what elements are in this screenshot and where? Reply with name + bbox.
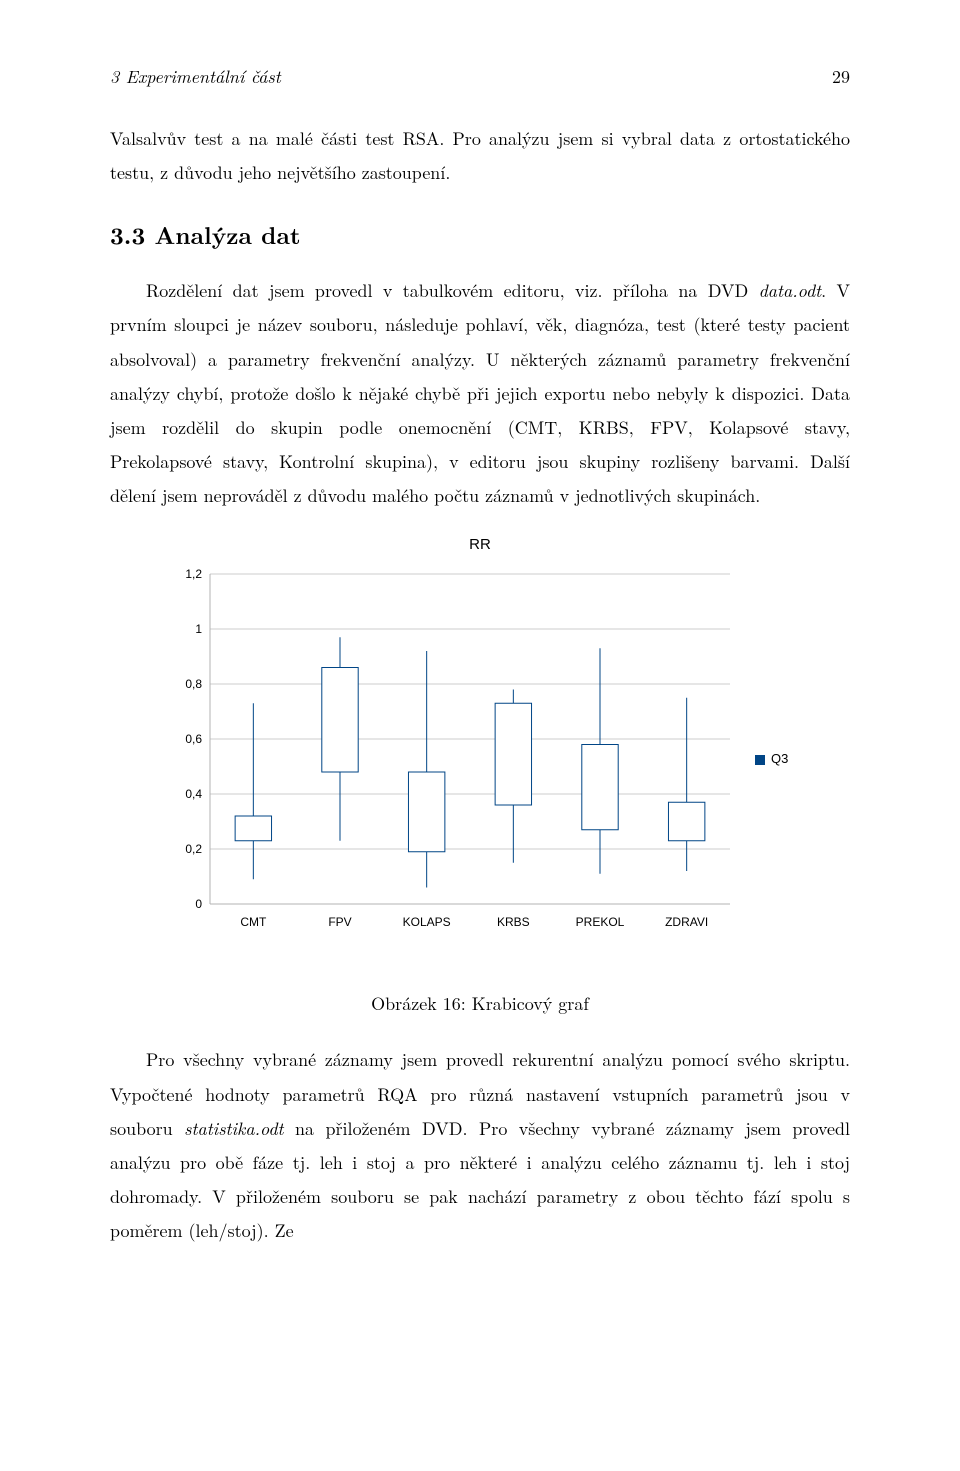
svg-text:CMT: CMT <box>240 915 267 929</box>
svg-text:KOLAPS: KOLAPS <box>403 915 451 929</box>
figure-caption: Obrázek 16: Krabicový graf <box>110 987 850 1021</box>
section-heading: 3.3 Analýza dat <box>110 213 850 259</box>
page-root: 3 Experimentální část 29 Valsalvův test … <box>0 0 960 1471</box>
svg-text:0,4: 0,4 <box>185 787 202 801</box>
svg-text:1,2: 1,2 <box>185 567 202 581</box>
p2-text-a: Rozdělení dat jsem provedl v tabulkovém … <box>146 278 759 303</box>
svg-text:1: 1 <box>195 622 202 636</box>
svg-text:ZDRAVI: ZDRAVI <box>665 915 708 929</box>
section-label: 3 Experimentální část <box>110 60 281 94</box>
svg-text:0,2: 0,2 <box>185 842 202 856</box>
page-number: 29 <box>832 60 850 94</box>
filename-2: statistika.odt <box>184 1116 283 1141</box>
svg-text:0,8: 0,8 <box>185 677 202 691</box>
legend-swatch <box>755 755 765 765</box>
figure-16: RR 0 0,2 0,4 0,6 0,8 1 1,2 CMT FPV KOLAPS KRBS PREK… <box>155 531 805 955</box>
filename-1: data.odt <box>759 278 822 303</box>
svg-text:0,6: 0,6 <box>185 732 202 746</box>
chart-title: RR <box>155 531 805 560</box>
paragraph-3: Pro všechny vybrané záznamy jsem provedl… <box>110 1043 850 1248</box>
chart-svg: 0 0,2 0,4 0,6 0,8 1 1,2 CMT FPV KOLAPS KRBS PREKOL Z… <box>155 564 745 944</box>
svg-text:PREKOL: PREKOL <box>576 915 625 929</box>
p2-text-b: . V prvním sloupci je název souboru, nás… <box>110 278 850 508</box>
boxplot-chart: 0 0,2 0,4 0,6 0,8 1 1,2 CMT FPV KOLAPS KRBS PREKOL Z… <box>155 564 745 955</box>
legend-label: Q3 <box>771 747 788 772</box>
svg-text:FPV: FPV <box>328 915 351 929</box>
paragraph-2: Rozdělení dat jsem provedl v tabulkovém … <box>110 274 850 513</box>
paragraph-1: Valsalvův test a na malé části test RSA.… <box>110 122 850 190</box>
chart-legend: Q3 <box>755 747 788 772</box>
running-header: 3 Experimentální část 29 <box>110 60 850 94</box>
svg-text:0: 0 <box>195 897 202 911</box>
svg-text:KRBS: KRBS <box>497 915 530 929</box>
